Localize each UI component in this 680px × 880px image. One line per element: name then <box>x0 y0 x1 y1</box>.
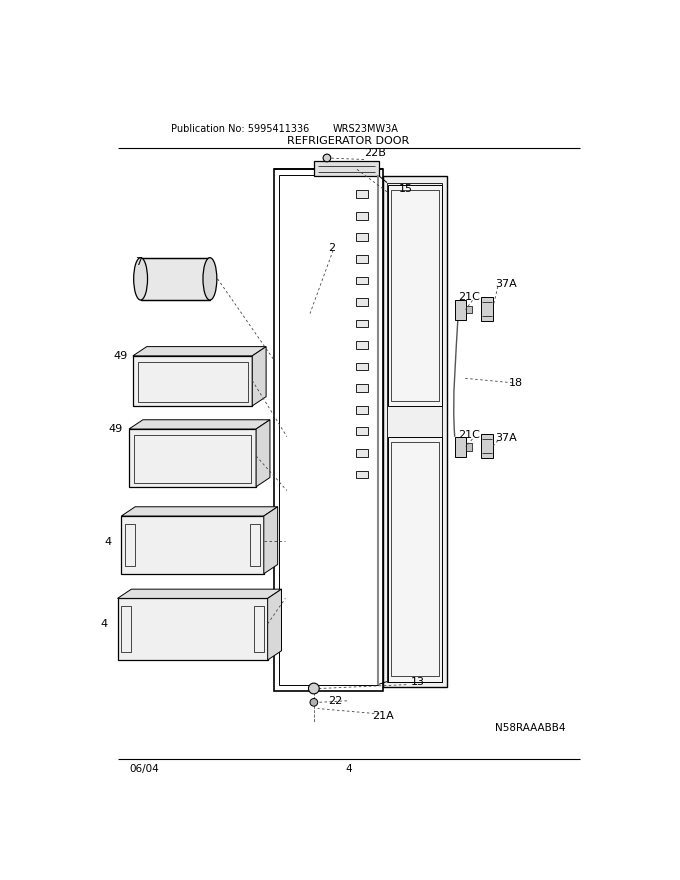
Polygon shape <box>118 598 268 660</box>
Polygon shape <box>121 507 277 516</box>
Polygon shape <box>356 363 368 370</box>
Ellipse shape <box>134 258 148 300</box>
Polygon shape <box>356 406 368 414</box>
Polygon shape <box>356 471 368 479</box>
Polygon shape <box>264 507 277 574</box>
Text: 49: 49 <box>109 424 123 434</box>
Text: 4: 4 <box>100 619 107 629</box>
Text: 22: 22 <box>328 696 343 706</box>
Text: 13: 13 <box>411 677 425 686</box>
Polygon shape <box>383 176 447 687</box>
Text: 4: 4 <box>345 765 352 774</box>
Text: 49: 49 <box>114 351 128 361</box>
Polygon shape <box>356 255 368 262</box>
Text: 4: 4 <box>105 537 112 547</box>
Circle shape <box>323 154 330 162</box>
Polygon shape <box>356 449 368 457</box>
Polygon shape <box>455 436 466 457</box>
Text: 21A: 21A <box>372 711 394 722</box>
Ellipse shape <box>203 258 217 300</box>
Polygon shape <box>133 356 252 406</box>
Polygon shape <box>256 420 270 487</box>
Polygon shape <box>356 212 368 219</box>
Polygon shape <box>252 347 266 406</box>
Polygon shape <box>268 590 282 660</box>
Polygon shape <box>356 190 368 198</box>
Circle shape <box>310 699 318 706</box>
Text: 7: 7 <box>135 257 143 267</box>
Text: REFRIGERATOR DOOR: REFRIGERATOR DOOR <box>288 136 409 146</box>
Polygon shape <box>481 297 493 321</box>
Polygon shape <box>356 319 368 327</box>
Polygon shape <box>466 443 472 451</box>
Polygon shape <box>129 429 256 487</box>
Text: 21C: 21C <box>458 430 480 440</box>
Polygon shape <box>118 590 282 598</box>
Polygon shape <box>129 420 270 429</box>
Polygon shape <box>481 434 493 458</box>
Polygon shape <box>141 258 210 299</box>
Polygon shape <box>356 298 368 306</box>
Polygon shape <box>356 341 368 348</box>
Text: 06/04: 06/04 <box>129 765 159 774</box>
Text: Publication No: 5995411336: Publication No: 5995411336 <box>171 124 309 134</box>
Polygon shape <box>455 299 466 319</box>
Text: 37A: 37A <box>496 279 517 290</box>
Circle shape <box>309 683 319 693</box>
Polygon shape <box>356 233 368 241</box>
Text: 21C: 21C <box>458 291 480 302</box>
Polygon shape <box>356 385 368 392</box>
Polygon shape <box>388 436 442 682</box>
Polygon shape <box>466 306 472 313</box>
Polygon shape <box>356 276 368 284</box>
Polygon shape <box>133 347 266 356</box>
Polygon shape <box>314 161 379 176</box>
Text: 15: 15 <box>399 184 413 194</box>
Text: 22B: 22B <box>364 149 386 158</box>
Polygon shape <box>356 428 368 435</box>
Polygon shape <box>388 185 442 406</box>
Text: 37A: 37A <box>496 433 517 444</box>
Text: 18: 18 <box>509 378 523 388</box>
Text: 2: 2 <box>328 243 335 253</box>
Text: WRS23MW3A: WRS23MW3A <box>333 124 399 134</box>
Polygon shape <box>121 516 264 574</box>
Text: N58RAAABB4: N58RAAABB4 <box>495 722 565 733</box>
